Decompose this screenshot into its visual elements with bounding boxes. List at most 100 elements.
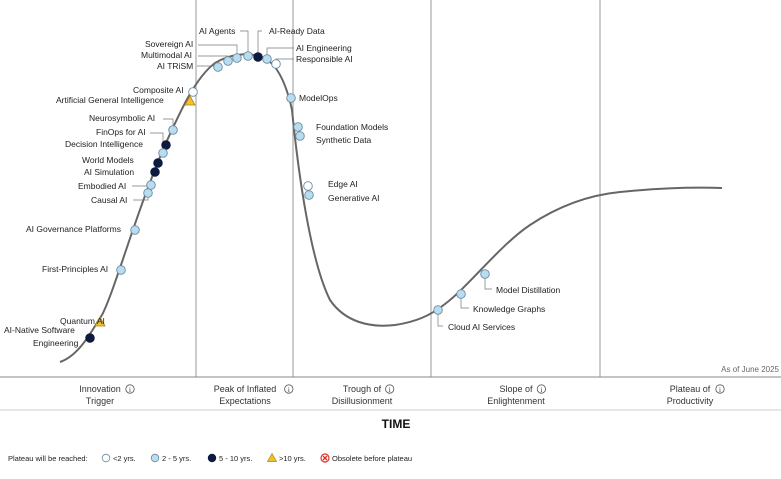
legend-marker-lt2 <box>101 453 111 463</box>
technology-markers <box>85 51 490 343</box>
label-decision-intelligence: Decision Intelligence <box>65 139 143 149</box>
marker-world-models <box>153 158 163 168</box>
hype-cycle-curve <box>59 53 723 363</box>
marker-knowledge-graphs <box>456 289 466 299</box>
label-model-distillation: Model Distillation <box>496 285 561 295</box>
label-ai-native-software-engineering-line1: AI-Native Software <box>4 325 75 335</box>
x-axis-title: TIME <box>382 417 411 431</box>
label-ai-trism: AI TRiSM <box>157 61 193 71</box>
marker-quantum-ai <box>94 316 106 327</box>
label-leaders <box>132 30 492 327</box>
legend-label-2to5: 2 - 5 yrs. <box>162 454 191 463</box>
marker-responsible-ai <box>271 59 281 69</box>
marker-causal-ai <box>143 188 153 198</box>
svg-text:i: i <box>389 386 391 394</box>
phase-peak-of-inflated-expectations-line1: Peak of Inflated <box>214 384 277 394</box>
label-ai-native-software-engineering-line2: Engineering <box>33 338 79 348</box>
legend: Plateau will be reached: <2 yrs. 2 - 5 yrs… <box>8 452 412 463</box>
marker-ai-trism <box>213 62 223 72</box>
marker-multimodal-ai <box>223 56 233 66</box>
label-first-principles-ai: First-Principles AI <box>42 264 108 274</box>
marker-edge-ai <box>303 181 313 191</box>
phase-slope-of-enlightenment-line2: Enlightenment <box>487 396 545 406</box>
label-sovereign-ai: Sovereign AI <box>145 39 193 49</box>
svg-text:i: i <box>719 386 721 394</box>
phase-labels: Innovation Trigger i Peak of Inflated Expect… <box>79 384 725 406</box>
label-neurosymbolic-ai: Neurosymbolic AI <box>89 113 155 123</box>
marker-neurosymbolic-ai <box>168 125 178 135</box>
label-embodied-ai: Embodied AI <box>78 181 126 191</box>
label-ai-ready-data: AI-Ready Data <box>269 26 325 36</box>
legend-label-5to10: 5 - 10 yrs. <box>219 454 252 463</box>
marker-ai-agents <box>243 51 253 61</box>
leader-ai-ready-data <box>257 30 262 57</box>
marker-ai-simulation <box>150 167 160 177</box>
info-icon[interactable]: i <box>536 384 547 394</box>
marker-foundation-models <box>293 122 303 132</box>
marker-model-distillation <box>480 269 490 279</box>
phase-plateau-of-productivity-line2: Productivity <box>667 396 714 406</box>
label-composite-ai: Composite AI <box>133 85 184 95</box>
phase-innovation-trigger-line1: Innovation <box>79 384 121 394</box>
label-finops-for-ai: FinOps for AI <box>96 127 146 137</box>
marker-embodied-ai <box>146 180 156 190</box>
marker-decision-intelligence <box>161 140 171 150</box>
marker-generative-ai <box>304 190 314 200</box>
phase-peak-of-inflated-expectations-line2: Expectations <box>219 396 271 406</box>
label-ai-governance-platforms: AI Governance Platforms <box>26 224 121 234</box>
leader-model-distillation <box>484 274 492 290</box>
svg-text:i: i <box>540 386 542 394</box>
label-ai-simulation: AI Simulation <box>84 167 134 177</box>
label-multimodal-ai: Multimodal AI <box>141 50 192 60</box>
marker-finops-for-ai <box>158 148 168 158</box>
label-ai-engineering: AI Engineering <box>296 43 352 53</box>
leader-ai-agents <box>240 30 249 56</box>
label-modelops: ModelOps <box>299 93 338 103</box>
marker-modelops <box>286 93 296 103</box>
marker-ai-engineering <box>262 54 272 64</box>
label-synthetic-data: Synthetic Data <box>316 135 372 145</box>
marker-artificial-general-intelligence <box>184 95 196 106</box>
marker-cloud-ai-services <box>433 305 443 315</box>
label-knowledge-graphs: Knowledge Graphs <box>473 304 545 314</box>
marker-sovereign-ai <box>232 53 242 63</box>
svg-text:i: i <box>288 386 290 394</box>
phase-trough-of-disillusionment-line2: Disillusionment <box>332 396 393 406</box>
legend-label-obsolete: Obsolete before plateau <box>332 454 412 463</box>
legend-title: Plateau will be reached: <box>8 454 88 463</box>
phase-plateau-of-productivity-line1: Plateau of <box>670 384 711 394</box>
label-generative-ai: Generative AI <box>328 193 380 203</box>
info-icon[interactable]: i <box>284 384 294 394</box>
marker-ai-ready-data <box>253 52 263 62</box>
svg-text:i: i <box>129 386 131 394</box>
legend-marker-gt10 <box>266 452 278 462</box>
label-edge-ai: Edge AI <box>328 179 358 189</box>
info-icon[interactable]: i <box>715 384 725 394</box>
phase-trough-of-disillusionment-line1: Trough of <box>343 384 382 394</box>
label-cloud-ai-services: Cloud AI Services <box>448 322 515 332</box>
phase-innovation-trigger-line2: Trigger <box>86 396 114 406</box>
legend-marker-2to5 <box>150 453 160 463</box>
legend-label-lt2: <2 yrs. <box>113 454 136 463</box>
leader-cloud-ai-services <box>437 310 443 327</box>
label-causal-ai: Causal AI <box>91 195 127 205</box>
marker-composite-ai <box>188 87 198 97</box>
legend-marker-obsolete <box>320 453 330 463</box>
label-responsible-ai: Responsible AI <box>296 54 353 64</box>
legend-marker-5to10 <box>207 453 217 463</box>
marker-first-principles-ai <box>116 265 126 275</box>
marker-ai-native-software-engineering <box>85 333 95 343</box>
label-ai-agents: AI Agents <box>199 26 235 36</box>
label-foundation-models: Foundation Models <box>316 122 388 132</box>
marker-ai-governance-platforms <box>130 225 140 235</box>
phase-dividers <box>195 0 601 377</box>
phase-slope-of-enlightenment-line1: Slope of <box>499 384 533 394</box>
marker-synthetic-data <box>295 131 305 141</box>
as-of-label: As of June 2025 <box>721 365 779 374</box>
label-world-models: World Models <box>82 155 134 165</box>
info-icon[interactable]: i <box>385 384 395 394</box>
label-quantum-ai: Quantum AI <box>60 316 105 326</box>
label-artificial-general-intelligence: Artificial General Intelligence <box>56 95 164 105</box>
legend-label-gt10: >10 yrs. <box>279 454 306 463</box>
info-icon[interactable]: i <box>125 384 135 394</box>
